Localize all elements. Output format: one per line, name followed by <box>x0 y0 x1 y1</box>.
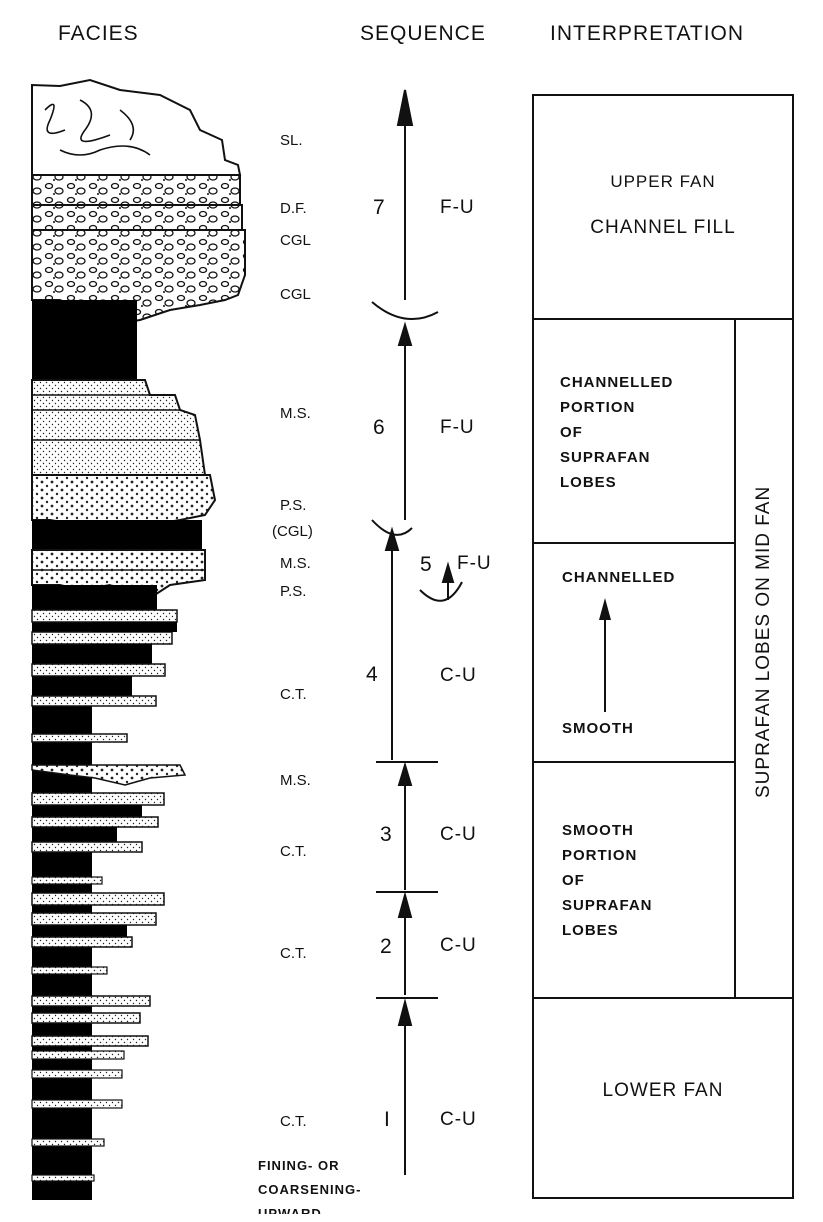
channelled-label: CHANNELLED <box>562 569 676 586</box>
channelled-portion-line-1: CHANNELLED <box>560 374 674 391</box>
label-cgl-2: CGL <box>280 286 311 303</box>
sequence-trend-7: F-U <box>440 197 475 218</box>
sequence-trend-3: C-U <box>440 824 477 845</box>
label-ct-1: C.T. <box>280 686 307 703</box>
sequence-trend-6: F-U <box>440 417 475 438</box>
header-facies: FACIES <box>58 22 139 45</box>
slump-bed <box>31 78 242 176</box>
label-cgl-paren: (CGL) <box>272 523 313 540</box>
smooth-label: SMOOTH <box>562 720 634 737</box>
channelled-portion-text: CHANNELLED PORTION OF SUPRAFAN LOBES <box>560 370 673 495</box>
sequence-number-1: I <box>384 1108 390 1131</box>
arrowhead-seq4 <box>384 526 400 551</box>
upper-fan-line-2: CHANNEL FILL <box>590 217 736 238</box>
sequence-number-2: 2 <box>380 935 392 958</box>
label-sl: SL. <box>280 132 303 149</box>
smooth-portion-text: SMOOTH PORTION OF SUPRAFAN LOBES <box>562 818 653 943</box>
arrowhead-seq7 <box>396 89 414 126</box>
arrowhead-seq2 <box>397 891 413 918</box>
interpretation-boxes <box>532 94 794 1199</box>
arrowhead-seq1 <box>397 998 413 1026</box>
arrowhead-seq5 <box>441 561 455 583</box>
footnote: FINING- OR COARSENING- UPWARD <box>258 1154 361 1214</box>
box-upper-fan <box>532 94 794 320</box>
footnote-line-3: UPWARD <box>258 1206 322 1214</box>
sequence-number-3: 3 <box>380 823 392 846</box>
label-ct-3: C.T. <box>280 945 307 962</box>
label-ct-4: C.T. <box>280 1113 307 1130</box>
header-interpretation: INTERPRETATION <box>550 22 745 45</box>
arrowhead-smooth-channelled <box>599 598 611 620</box>
arrowhead-seq6 <box>397 321 413 346</box>
footnote-line-2: COARSENING- <box>258 1182 362 1197</box>
classic-turbidites <box>31 609 187 1200</box>
channelled-portion-line-2: PORTION <box>560 399 636 416</box>
smooth-portion-line-3: OF <box>562 872 585 889</box>
shale-black-1 <box>32 300 137 380</box>
box-lower-fan <box>532 997 794 1199</box>
label-df: D.F. <box>280 200 307 217</box>
upper-fan-line-1: UPPER FAN <box>610 172 716 191</box>
label-cgl-1: CGL <box>280 232 311 249</box>
sequence-trend-2: C-U <box>440 935 477 956</box>
label-ms-3: M.S. <box>280 772 311 789</box>
channelled-portion-line-4: SUPRAFAN <box>560 449 651 466</box>
label-ms-1: M.S. <box>280 405 311 422</box>
footnote-line-1: FINING- OR <box>258 1158 340 1173</box>
arrowhead-seq3 <box>397 761 413 786</box>
sequence-trend-1: C-U <box>440 1109 477 1130</box>
sequence-arrows <box>371 89 463 1175</box>
side-label-mid-fan: SUPRAFAN LOBES ON MID FAN <box>753 485 774 798</box>
channelled-portion-line-3: OF <box>560 424 583 441</box>
lower-fan-label: LOWER FAN <box>602 1080 724 1101</box>
sequence-number-5: 5 <box>420 553 432 576</box>
label-ms-2: M.S. <box>280 555 311 572</box>
label-ct-2: C.T. <box>280 843 307 860</box>
header-sequence: SEQUENCE <box>360 22 486 45</box>
smooth-portion-line-1: SMOOTH <box>562 822 634 839</box>
sequence-trend-5: F-U <box>457 553 492 574</box>
smooth-portion-line-4: SUPRAFAN <box>562 897 653 914</box>
sequence-number-4: 4 <box>366 663 378 686</box>
sequence-trend-4: C-U <box>440 665 477 686</box>
facies-column <box>31 78 246 1200</box>
channelled-portion-line-5: LOBES <box>560 474 617 491</box>
debris-flow-bed <box>31 174 241 206</box>
smooth-portion-line-2: PORTION <box>562 847 638 864</box>
label-ps-1: P.S. <box>280 497 307 514</box>
sequence-number-6: 6 <box>373 416 385 439</box>
label-ps-2: P.S. <box>280 583 307 600</box>
sequence-number-7: 7 <box>373 196 385 219</box>
smooth-portion-line-5: LOBES <box>562 922 619 939</box>
